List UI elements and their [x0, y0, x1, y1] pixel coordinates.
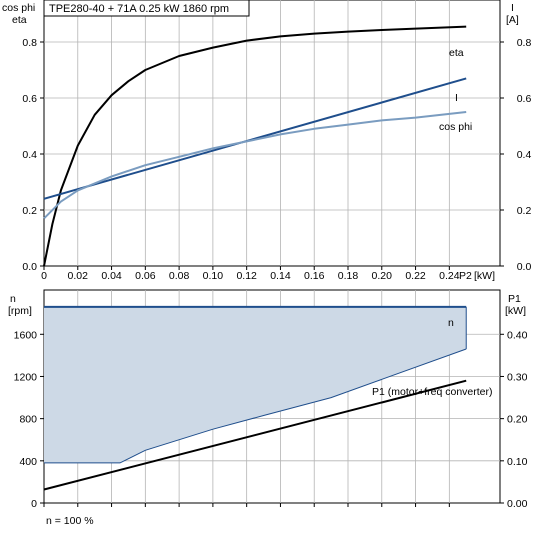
top-x-tick-label: 0.20 [372, 270, 393, 282]
top-x-tick-label: 0.10 [203, 270, 224, 282]
bottom-left-tick-label: 800 [19, 414, 37, 426]
x-axis-label: P2 [459, 270, 472, 282]
top-x-tick-label: 0.24 [439, 270, 460, 282]
x-axis-unit: [kW] [474, 270, 495, 282]
top-left-axis-label-2: eta [12, 14, 27, 26]
series-line-p1 [43, 379, 467, 491]
bottom-left-tick-label: 1600 [14, 329, 38, 341]
top-series [43, 25, 467, 267]
top-x-tick-label: 0.18 [338, 270, 359, 282]
top-plot-frame [43, 0, 501, 267]
series-label-n: n [448, 317, 454, 329]
speed-area [44, 306, 467, 463]
series-label-eta: eta [449, 47, 464, 59]
top-x-tick-label: 0.14 [270, 270, 291, 282]
top-x-tick-label: 0.08 [169, 270, 190, 282]
top-x-tick-label: 0.06 [135, 270, 156, 282]
top-x-tick-label: 0.04 [101, 270, 122, 282]
top-x-tick-label: 0.02 [68, 270, 89, 282]
bottom-left-tick-label: 1200 [14, 371, 38, 383]
chart-title: TPE280-40 + 71A 0.25 kW 1860 rpm [49, 3, 229, 15]
bottom-left-tick-label: 400 [19, 456, 37, 468]
top-left-tick-label: 0.8 [22, 37, 37, 49]
series-label-p1: P1 (motor+freq converter) [372, 386, 493, 398]
bottom-right-tick-label: 0.30 [507, 371, 528, 383]
top-grid [40, 0, 504, 270]
top-left-axis-label-1: cos phi [2, 2, 35, 14]
bottom-right-tick-label: 0.00 [507, 498, 528, 510]
bottom-left-tick-label: 0 [31, 498, 37, 510]
bottom-right-tick-label: 0.40 [507, 329, 528, 341]
top-right-axis-label-1: I [511, 2, 514, 14]
bottom-series [43, 305, 467, 491]
top-right-axis-label-2: [A] [506, 14, 519, 26]
top-x-tick-label: 0.22 [405, 270, 426, 282]
tick-labels: 0 0.02 0.04 0.06 0.08 0.10 0.12 0.14 0.16 0.18 0.2… [14, 37, 532, 510]
top-right-tick-label: 0.4 [517, 149, 532, 161]
top-right-tick-label: 0.6 [517, 93, 532, 105]
top-x-tick-label: 0.12 [236, 270, 257, 282]
series-label-cos-phi: cos phi [439, 121, 472, 133]
top-x-tick-label: 0 [41, 270, 47, 282]
bottom-right-axis-label-2: [kW] [505, 305, 526, 317]
footer-note: n = 100 % [46, 515, 94, 527]
title-box [43, 0, 250, 17]
top-left-tick-label: 0.0 [22, 261, 37, 273]
top-x-tick-label: 0.16 [304, 270, 325, 282]
bottom-right-tick-label: 0.20 [507, 414, 528, 426]
bottom-right-axis-label-1: P1 [508, 293, 521, 305]
top-right-tick-label: 0.2 [517, 205, 532, 217]
speed-lower-line [44, 348, 467, 464]
top-left-tick-label: 0.4 [22, 149, 37, 161]
bottom-left-axis-label-2: [rpm] [8, 305, 32, 317]
series-line-cos-phi [43, 111, 467, 220]
top-right-tick-label: 0.0 [517, 261, 532, 273]
bottom-left-axis-label-1: n [10, 293, 16, 305]
top-right-tick-label: 0.8 [517, 37, 532, 49]
bottom-right-tick-label: 0.10 [507, 456, 528, 468]
series-line-eta [43, 25, 467, 267]
series-label-I: I [455, 92, 458, 104]
top-left-tick-label: 0.2 [22, 205, 37, 217]
top-left-tick-label: 0.6 [22, 93, 37, 105]
series-line-I [43, 77, 467, 200]
